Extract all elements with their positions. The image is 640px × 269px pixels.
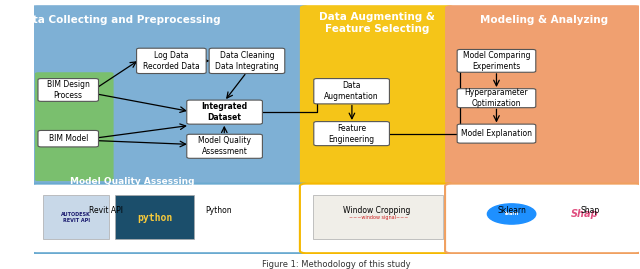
FancyBboxPatch shape	[38, 79, 99, 101]
Text: Data
Augmentation: Data Augmentation	[324, 81, 379, 101]
Text: Shap: Shap	[580, 206, 600, 215]
FancyBboxPatch shape	[187, 134, 262, 158]
Text: Model Explanation: Model Explanation	[461, 129, 532, 138]
FancyBboxPatch shape	[457, 89, 536, 108]
Text: Model Comparing
Experiments: Model Comparing Experiments	[463, 51, 530, 71]
Text: AUTODESK
REVIT API: AUTODESK REVIT API	[61, 212, 91, 223]
Text: Python: Python	[205, 206, 232, 215]
Text: Revit API: Revit API	[90, 206, 124, 215]
Text: Sklearn: Sklearn	[497, 206, 526, 215]
Text: Data Cleaning
Data Integrating: Data Cleaning Data Integrating	[215, 51, 279, 71]
Text: Integrated
Dataset: Integrated Dataset	[202, 102, 248, 122]
FancyBboxPatch shape	[31, 184, 309, 253]
FancyBboxPatch shape	[457, 124, 536, 143]
Text: Figure 1: Methodology of this study: Figure 1: Methodology of this study	[262, 260, 410, 268]
Text: BIM Design
Process: BIM Design Process	[47, 80, 90, 100]
FancyBboxPatch shape	[43, 195, 109, 239]
FancyBboxPatch shape	[300, 5, 454, 186]
FancyBboxPatch shape	[136, 48, 206, 73]
FancyBboxPatch shape	[300, 184, 454, 253]
FancyBboxPatch shape	[115, 195, 194, 239]
Text: ~~~window signal~~~: ~~~window signal~~~	[349, 215, 408, 220]
Text: Shap: Shap	[570, 209, 598, 219]
Text: Data Augmenting &
Feature Selecting: Data Augmenting & Feature Selecting	[319, 12, 435, 34]
Text: Log Data
Recorded Data: Log Data Recorded Data	[143, 51, 200, 71]
FancyBboxPatch shape	[187, 100, 262, 124]
Text: Model Quality
Assessment: Model Quality Assessment	[198, 136, 251, 156]
FancyBboxPatch shape	[313, 195, 444, 239]
FancyBboxPatch shape	[457, 49, 536, 72]
FancyBboxPatch shape	[445, 184, 640, 253]
FancyBboxPatch shape	[35, 72, 114, 181]
FancyBboxPatch shape	[314, 79, 389, 104]
Text: Hyperparameter
Optimization: Hyperparameter Optimization	[465, 88, 528, 108]
Circle shape	[488, 204, 536, 224]
FancyBboxPatch shape	[31, 5, 309, 186]
Text: Model Quality Assessing: Model Quality Assessing	[70, 177, 195, 186]
FancyBboxPatch shape	[209, 48, 285, 73]
Text: BIM Model: BIM Model	[49, 134, 88, 143]
FancyBboxPatch shape	[314, 122, 389, 146]
Text: Data Collecting and Preprocessing: Data Collecting and Preprocessing	[17, 15, 220, 25]
Text: Window Cropping: Window Cropping	[343, 206, 410, 215]
FancyBboxPatch shape	[38, 130, 99, 147]
FancyBboxPatch shape	[445, 5, 640, 186]
Text: python: python	[137, 213, 172, 223]
Text: Modeling & Analyzing: Modeling & Analyzing	[479, 15, 608, 25]
Text: Feature
Engineering: Feature Engineering	[328, 123, 374, 144]
Text: learn: learn	[504, 211, 518, 217]
